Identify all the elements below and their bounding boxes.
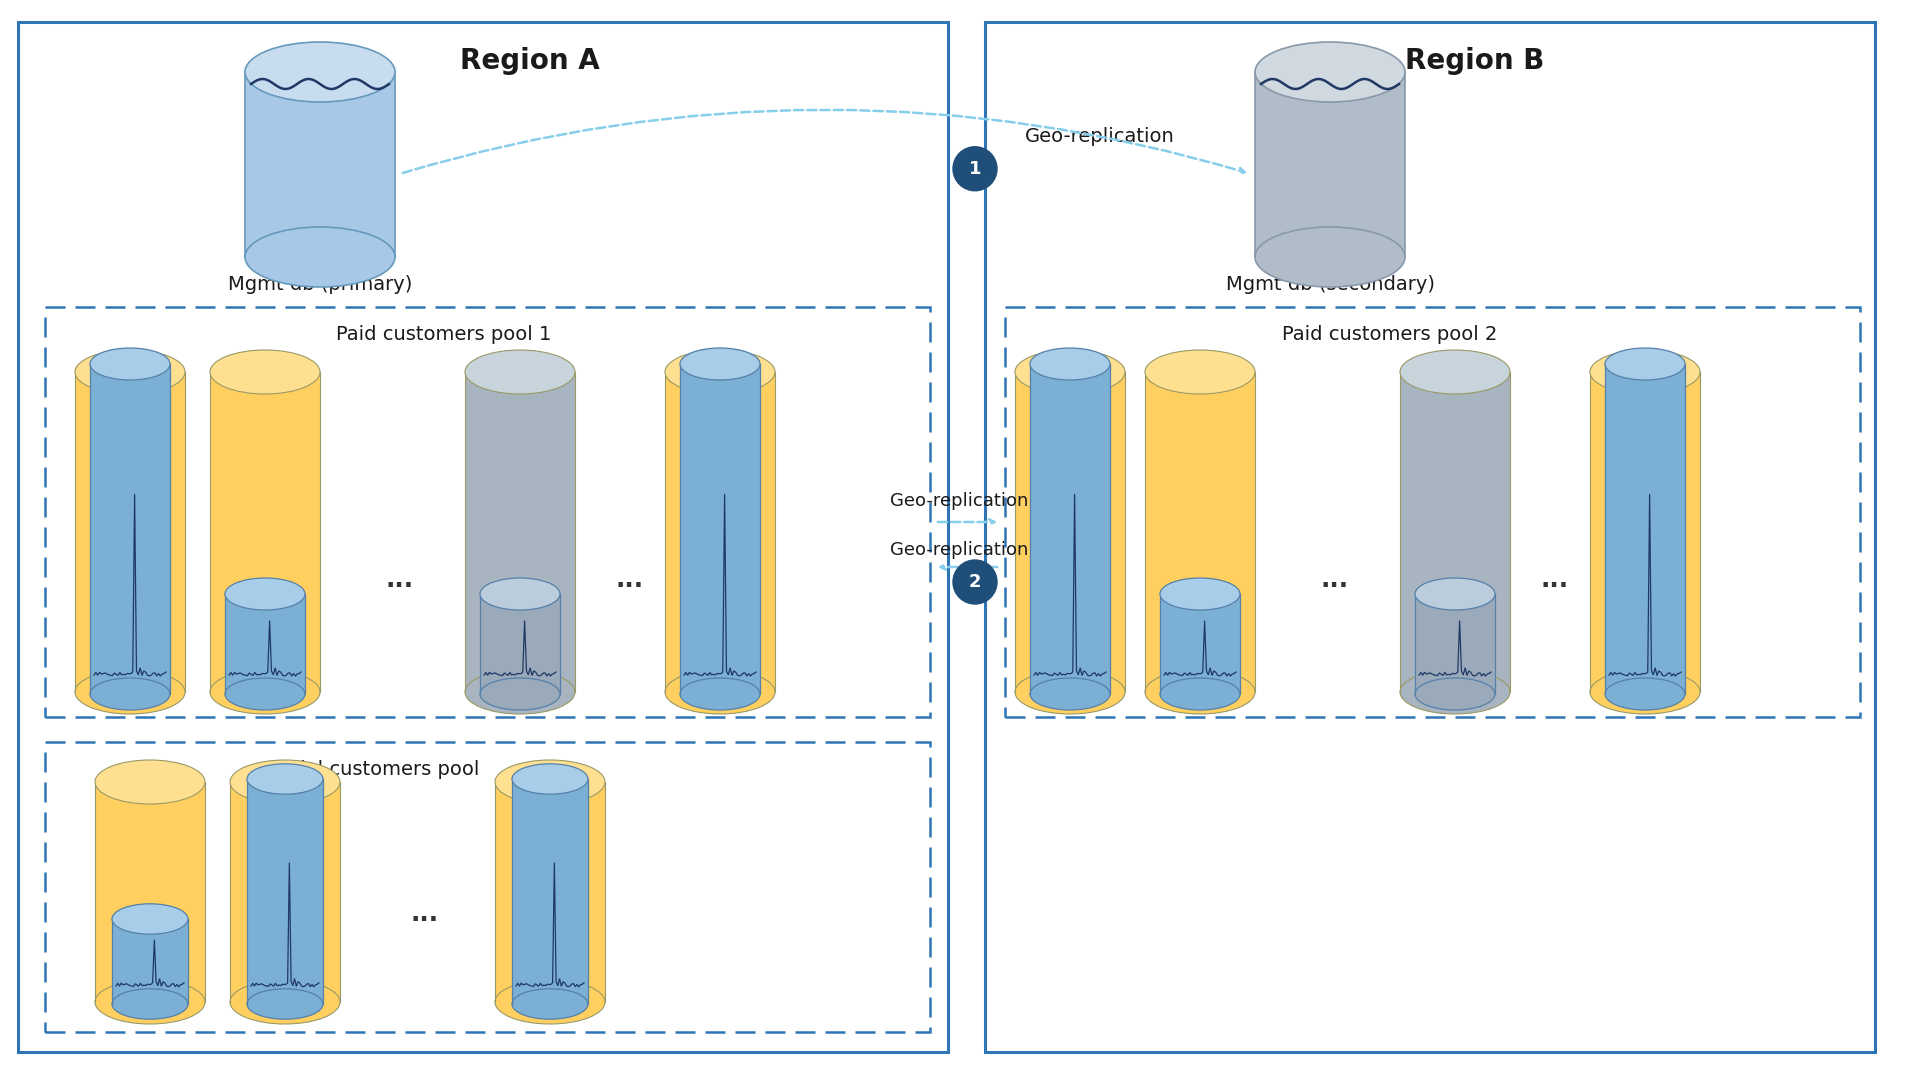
Bar — [984, 22, 1874, 1052]
Bar — [1145, 372, 1254, 693]
Bar — [1414, 595, 1495, 694]
Text: ...: ... — [412, 903, 438, 926]
Text: ...: ... — [1541, 568, 1568, 592]
Ellipse shape — [494, 980, 605, 1024]
Ellipse shape — [1014, 670, 1124, 714]
Bar — [1014, 372, 1124, 693]
Ellipse shape — [211, 350, 320, 394]
Ellipse shape — [90, 348, 170, 380]
Bar — [111, 919, 188, 1004]
Ellipse shape — [247, 989, 323, 1019]
Circle shape — [953, 146, 997, 191]
Ellipse shape — [1014, 350, 1124, 394]
Ellipse shape — [75, 350, 186, 394]
Ellipse shape — [511, 764, 588, 794]
Ellipse shape — [465, 670, 574, 714]
Ellipse shape — [664, 350, 775, 394]
Ellipse shape — [1414, 679, 1495, 710]
Bar — [1005, 307, 1858, 717]
Ellipse shape — [90, 679, 170, 710]
Text: Paid customers pool 2: Paid customers pool 2 — [1280, 325, 1497, 344]
Text: Paid customers pool 1: Paid customers pool 1 — [335, 325, 551, 344]
Text: Geo-replication to A: Geo-replication to A — [890, 541, 1070, 559]
Bar — [1254, 72, 1405, 257]
Text: Region B: Region B — [1405, 47, 1543, 75]
Ellipse shape — [230, 980, 341, 1024]
Text: ...: ... — [1321, 568, 1347, 592]
Ellipse shape — [1414, 578, 1495, 610]
Bar — [247, 779, 323, 1004]
Text: ...: ... — [616, 568, 643, 592]
Ellipse shape — [224, 578, 304, 610]
Ellipse shape — [679, 679, 760, 710]
Ellipse shape — [664, 670, 775, 714]
Bar — [664, 372, 775, 693]
Bar — [224, 595, 304, 694]
Ellipse shape — [480, 679, 559, 710]
Bar — [230, 782, 341, 1002]
Ellipse shape — [1160, 578, 1240, 610]
Bar — [96, 782, 205, 1002]
Bar — [44, 307, 930, 717]
Bar — [1604, 364, 1684, 694]
Ellipse shape — [1399, 670, 1510, 714]
Ellipse shape — [1160, 679, 1240, 710]
Ellipse shape — [1604, 348, 1684, 380]
Bar — [211, 372, 320, 693]
Ellipse shape — [1030, 348, 1110, 380]
Bar — [1160, 595, 1240, 694]
Bar — [17, 22, 947, 1052]
Text: Mgmt db (primary): Mgmt db (primary) — [228, 275, 412, 294]
Text: 1: 1 — [968, 159, 980, 178]
Bar — [75, 372, 186, 693]
Ellipse shape — [211, 670, 320, 714]
Ellipse shape — [1589, 350, 1700, 394]
Bar — [1030, 364, 1110, 694]
Bar — [1399, 372, 1510, 693]
Ellipse shape — [1145, 670, 1254, 714]
Bar — [44, 742, 930, 1032]
Ellipse shape — [230, 760, 341, 805]
Ellipse shape — [679, 348, 760, 380]
Ellipse shape — [245, 42, 394, 102]
Text: 2: 2 — [968, 573, 980, 591]
Text: Geo-replication: Geo-replication — [1024, 127, 1173, 145]
Ellipse shape — [1254, 227, 1405, 286]
Bar — [1589, 372, 1700, 693]
Text: Geo-replication to B: Geo-replication to B — [890, 492, 1070, 510]
Bar — [511, 779, 588, 1004]
Ellipse shape — [111, 904, 188, 934]
Text: ...: ... — [387, 568, 413, 592]
Ellipse shape — [224, 679, 304, 710]
Bar — [494, 782, 605, 1002]
Ellipse shape — [247, 764, 323, 794]
Ellipse shape — [96, 980, 205, 1024]
Ellipse shape — [1145, 350, 1254, 394]
Circle shape — [953, 560, 997, 604]
Ellipse shape — [1604, 679, 1684, 710]
Text: Trial customers pool: Trial customers pool — [283, 760, 478, 779]
Ellipse shape — [465, 350, 574, 394]
Ellipse shape — [245, 227, 394, 286]
Ellipse shape — [1254, 42, 1405, 102]
Bar — [245, 72, 394, 257]
Ellipse shape — [494, 760, 605, 805]
Ellipse shape — [1030, 679, 1110, 710]
Ellipse shape — [96, 760, 205, 805]
Text: Mgmt db (secondary): Mgmt db (secondary) — [1225, 275, 1434, 294]
Ellipse shape — [1399, 350, 1510, 394]
Bar — [90, 364, 170, 694]
Ellipse shape — [75, 670, 186, 714]
Ellipse shape — [480, 578, 559, 610]
Bar — [465, 372, 574, 693]
Ellipse shape — [1589, 670, 1700, 714]
Text: Region A: Region A — [459, 47, 599, 75]
Bar — [679, 364, 760, 694]
Bar — [480, 595, 559, 694]
Ellipse shape — [511, 989, 588, 1019]
Ellipse shape — [111, 989, 188, 1019]
